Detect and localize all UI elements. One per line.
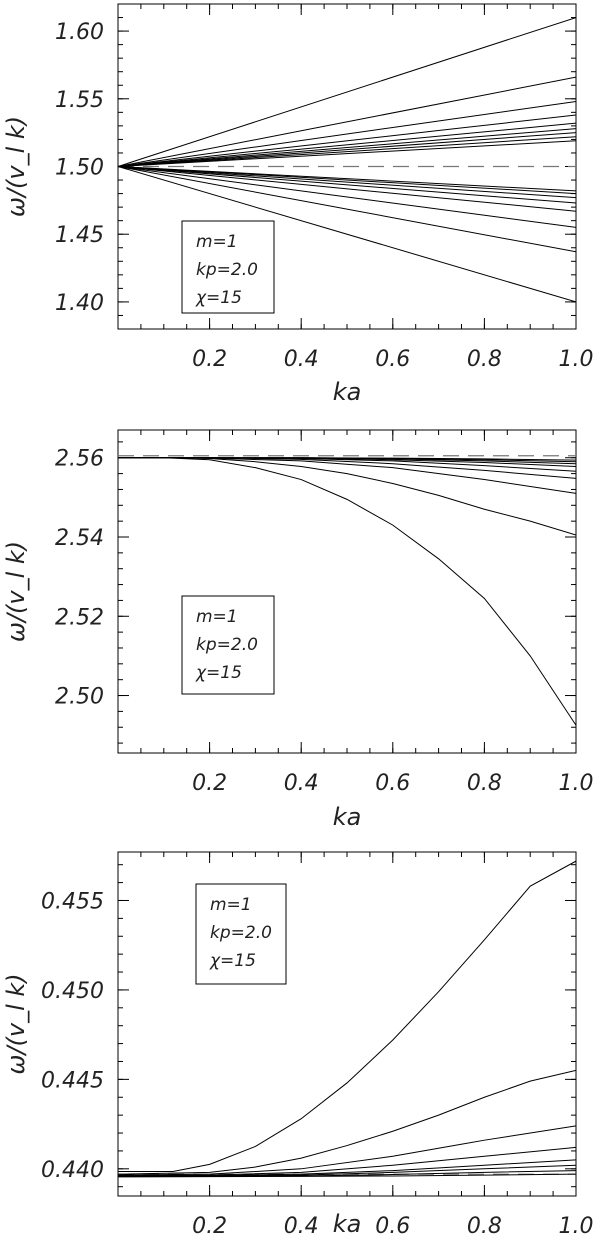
series-line-4 <box>118 1146 576 1177</box>
series-line-13 <box>118 166 576 204</box>
x-tick-label: 1.0 <box>559 771 594 796</box>
x-tick-label: 0.4 <box>284 771 319 796</box>
series-line-2 <box>118 1069 576 1175</box>
x-tick-label: 0.4 <box>284 347 319 372</box>
x-tick-label: 0.2 <box>192 1214 227 1239</box>
series-line-2 <box>118 76 576 167</box>
y-tick-label: 0.440 <box>41 1158 104 1183</box>
x-tick-label: 0.8 <box>467 1214 502 1239</box>
series-line-9 <box>118 140 576 167</box>
x-tick-label: 0.8 <box>467 347 502 372</box>
y-tick-label: 1.40 <box>55 291 104 316</box>
legend-line-1: m=1 <box>196 232 238 252</box>
legend-line-2: kp=2.0 <box>196 260 258 280</box>
x-tick-label: 0.6 <box>375 347 410 372</box>
panel-1: 0.2 0.4 0.6 0.8 1.0 1.40 1.45 1.50 1.55 1.60 ka ω/(… <box>2 3 594 406</box>
x-tick-label: 0.4 <box>284 1214 319 1239</box>
series-line-9 <box>118 457 576 461</box>
y-tick-label: 1.45 <box>55 223 104 248</box>
plot-frame <box>117 429 577 754</box>
x-tick-label: 0.2 <box>192 347 227 372</box>
legend-box <box>195 883 287 985</box>
series-line-14 <box>118 166 576 212</box>
x-axis-label: ka <box>333 803 362 831</box>
y-axis-label: ω/(v_l k) <box>2 973 30 1074</box>
legend-line-1: m=1 <box>196 607 238 627</box>
series-line-12 <box>118 166 576 199</box>
series-line-3 <box>118 101 576 167</box>
y-tick-label: 1.60 <box>55 20 104 45</box>
series-line-6 <box>118 128 576 167</box>
y-tick-label: 2.54 <box>55 526 104 551</box>
series-line-1 <box>118 457 576 726</box>
y-tick-label: 2.56 <box>55 447 104 472</box>
x-axis-label: ka <box>333 378 362 406</box>
series-line-8 <box>118 1173 576 1178</box>
series-line-7 <box>118 132 576 167</box>
y-tick-label: 0.455 <box>41 889 104 914</box>
legend-line-1: m=1 <box>210 895 252 915</box>
y-axis-label: ω/(v_l k) <box>2 116 30 217</box>
x-tick-label: 0.6 <box>375 1214 410 1239</box>
series-line-17 <box>118 166 576 303</box>
y-tick-label: 2.50 <box>55 685 104 710</box>
series-line-8 <box>118 136 576 167</box>
series-line-4 <box>118 457 576 479</box>
x-tick-label: 0.6 <box>375 771 410 796</box>
y-tick-label: 1.55 <box>55 88 104 113</box>
series-line-1 <box>118 17 576 167</box>
series-line-4 <box>118 114 576 167</box>
series-line-5 <box>118 122 576 167</box>
series-line-3 <box>118 1125 576 1176</box>
legend-box <box>181 220 275 314</box>
series-line-2 <box>118 457 576 536</box>
legend-line-3: χ=15 <box>195 288 242 308</box>
y-tick-label: 0.445 <box>41 1068 104 1093</box>
series-line-1 <box>118 860 576 1172</box>
x-tick-label: 0.2 <box>192 771 227 796</box>
legend-line-3: χ=15 <box>195 663 242 683</box>
x-axis-label: ka <box>333 1210 362 1238</box>
y-tick-label: 2.52 <box>55 605 104 630</box>
x-tick-label: 1.0 <box>559 347 594 372</box>
plot-frame <box>117 851 577 1197</box>
x-tick-label: 0.8 <box>467 771 502 796</box>
panel-2: 0.2 0.4 0.6 0.8 1.0 2.50 2.52 2.54 2.56 ka ω/(v_l … <box>2 429 594 831</box>
series-line-16 <box>118 166 576 253</box>
legend-line-2: kp=2.0 <box>196 635 258 655</box>
y-tick-label: 0.450 <box>41 979 104 1004</box>
series-line-11 <box>118 166 576 195</box>
legend-box <box>181 595 275 695</box>
y-tick-label: 1.50 <box>55 156 104 181</box>
y-axis-label: ω/(v_l k) <box>2 541 30 642</box>
x-tick-label: 1.0 <box>559 1214 594 1239</box>
legend-line-2: kp=2.0 <box>210 923 272 943</box>
legend-line-3: χ=15 <box>209 951 256 971</box>
series-line-15 <box>118 166 576 228</box>
panel-3: 0.2 0.4 0.6 0.8 1.0 0.440 0.445 0.450 0.455 ka ω/(… <box>2 851 594 1239</box>
